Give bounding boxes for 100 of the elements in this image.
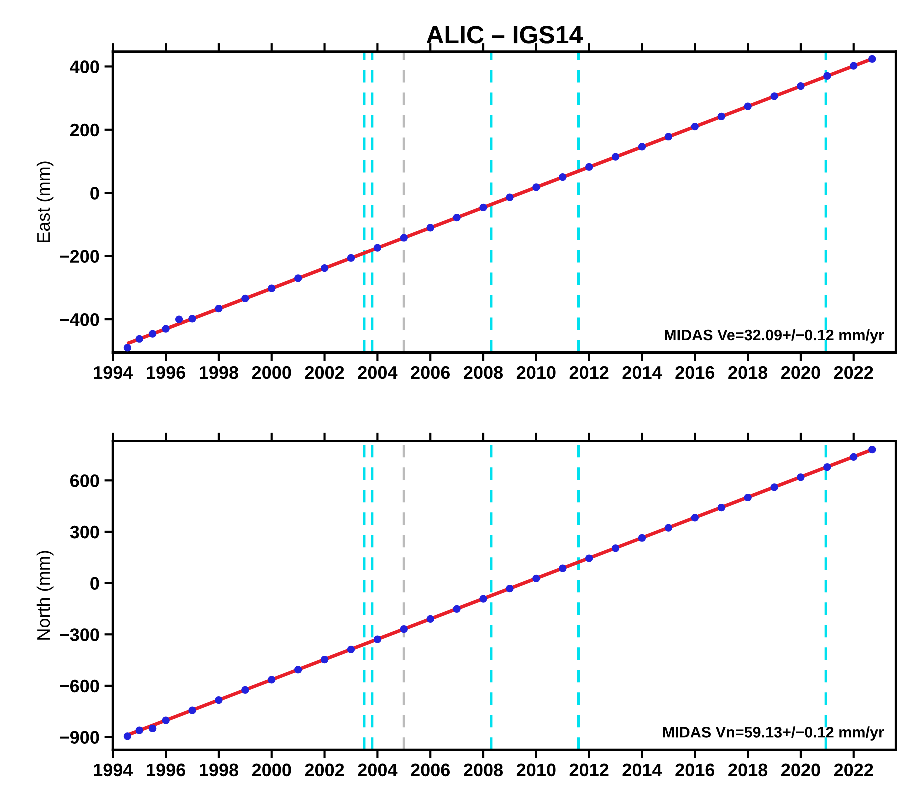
point bbox=[480, 204, 488, 212]
point bbox=[136, 335, 144, 343]
point bbox=[149, 330, 157, 338]
point bbox=[506, 194, 514, 202]
y-tick-label: 400 bbox=[70, 60, 100, 74]
point bbox=[824, 463, 832, 472]
y-tick-label: −300 bbox=[60, 628, 100, 642]
x-tick-label: 2016 bbox=[676, 764, 715, 777]
x-tick-label: 1996 bbox=[147, 764, 186, 777]
y-tick-label: 600 bbox=[70, 474, 100, 488]
point bbox=[242, 294, 250, 302]
x-tick-label: 1994 bbox=[94, 764, 134, 777]
point bbox=[770, 92, 778, 100]
point bbox=[374, 244, 382, 252]
point bbox=[162, 325, 170, 333]
x-tick-label: 2010 bbox=[516, 764, 556, 777]
point bbox=[664, 524, 672, 532]
point bbox=[136, 726, 144, 734]
x-tick-label: 2020 bbox=[782, 764, 820, 777]
point bbox=[638, 534, 646, 542]
point bbox=[294, 666, 302, 674]
point bbox=[559, 564, 567, 572]
y-tick-label: 0 bbox=[90, 187, 100, 200]
point bbox=[824, 72, 832, 80]
annotation: MIDAS Ve=32.09+/−0.12 mm/yr bbox=[665, 329, 884, 344]
point bbox=[797, 82, 805, 90]
point bbox=[868, 446, 876, 454]
x-tick-label: 2000 bbox=[252, 366, 292, 380]
chart-title: ALIC – IGS14 bbox=[426, 26, 584, 44]
point bbox=[506, 584, 514, 593]
point bbox=[691, 122, 699, 131]
point bbox=[347, 646, 356, 654]
point bbox=[188, 706, 196, 714]
point bbox=[215, 696, 223, 704]
point bbox=[426, 224, 434, 232]
x-tick-label: 2018 bbox=[728, 366, 768, 380]
point bbox=[149, 724, 157, 733]
x-tick-label: 2022 bbox=[834, 366, 874, 380]
point bbox=[718, 504, 726, 512]
point bbox=[268, 284, 276, 292]
point bbox=[320, 264, 329, 272]
point bbox=[162, 716, 170, 724]
point bbox=[612, 153, 620, 161]
x-tick-label: 1998 bbox=[200, 764, 238, 777]
x-tick-label: 2002 bbox=[305, 764, 344, 777]
point bbox=[268, 676, 276, 684]
annotation: MIDAS Vn=59.13+/−0.12 mm/yr bbox=[663, 726, 884, 741]
y-tick-label: 0 bbox=[90, 577, 100, 590]
x-tick-label: 2004 bbox=[358, 366, 398, 380]
point bbox=[294, 274, 302, 282]
point bbox=[586, 554, 594, 562]
y-axis-title: North (mm) bbox=[36, 551, 54, 640]
x-tick-label: 1996 bbox=[147, 366, 186, 380]
x-tick-label: 2010 bbox=[516, 366, 556, 380]
x-tick-label: 2002 bbox=[305, 366, 344, 380]
y-tick-label: −400 bbox=[60, 313, 100, 326]
x-tick-label: 2012 bbox=[570, 764, 609, 777]
point bbox=[770, 484, 778, 492]
point bbox=[850, 62, 858, 70]
point bbox=[586, 163, 594, 172]
x-tick-label: 2000 bbox=[252, 764, 292, 777]
x-tick-label: 2008 bbox=[464, 764, 504, 777]
point bbox=[400, 234, 408, 242]
point bbox=[453, 605, 461, 613]
y-tick-label: −200 bbox=[60, 250, 100, 264]
x-tick-label: 2014 bbox=[622, 764, 662, 777]
x-tick-label: 2018 bbox=[728, 764, 768, 777]
x-tick-label: 2004 bbox=[358, 764, 398, 777]
y-tick-label: −900 bbox=[60, 731, 100, 744]
point bbox=[242, 686, 250, 694]
y-axis-title: East (mm) bbox=[36, 162, 54, 242]
point bbox=[400, 626, 408, 634]
point bbox=[374, 636, 382, 644]
x-tick-label: 2022 bbox=[834, 764, 874, 777]
point bbox=[347, 254, 356, 262]
x-tick-label: 1998 bbox=[200, 366, 238, 380]
point bbox=[532, 574, 540, 582]
x-tick-label: 2016 bbox=[676, 366, 715, 380]
x-tick-label: 1994 bbox=[94, 366, 134, 380]
point bbox=[426, 615, 434, 624]
point bbox=[612, 544, 620, 552]
point bbox=[480, 595, 488, 603]
point bbox=[744, 102, 752, 110]
point bbox=[188, 315, 196, 323]
y-tick-label: −600 bbox=[60, 680, 100, 693]
point bbox=[868, 55, 876, 63]
point bbox=[124, 732, 132, 740]
point bbox=[664, 133, 672, 141]
x-tick-label: 2020 bbox=[782, 366, 820, 380]
point bbox=[532, 184, 540, 192]
point bbox=[559, 174, 567, 182]
point bbox=[850, 453, 858, 462]
x-tick-label: 2006 bbox=[411, 366, 450, 380]
point bbox=[744, 494, 752, 502]
point bbox=[215, 304, 223, 313]
point bbox=[718, 112, 726, 120]
point bbox=[691, 514, 699, 522]
y-tick-label: 300 bbox=[70, 526, 100, 539]
x-tick-label: 2014 bbox=[622, 366, 662, 380]
x-tick-label: 2012 bbox=[570, 366, 609, 380]
